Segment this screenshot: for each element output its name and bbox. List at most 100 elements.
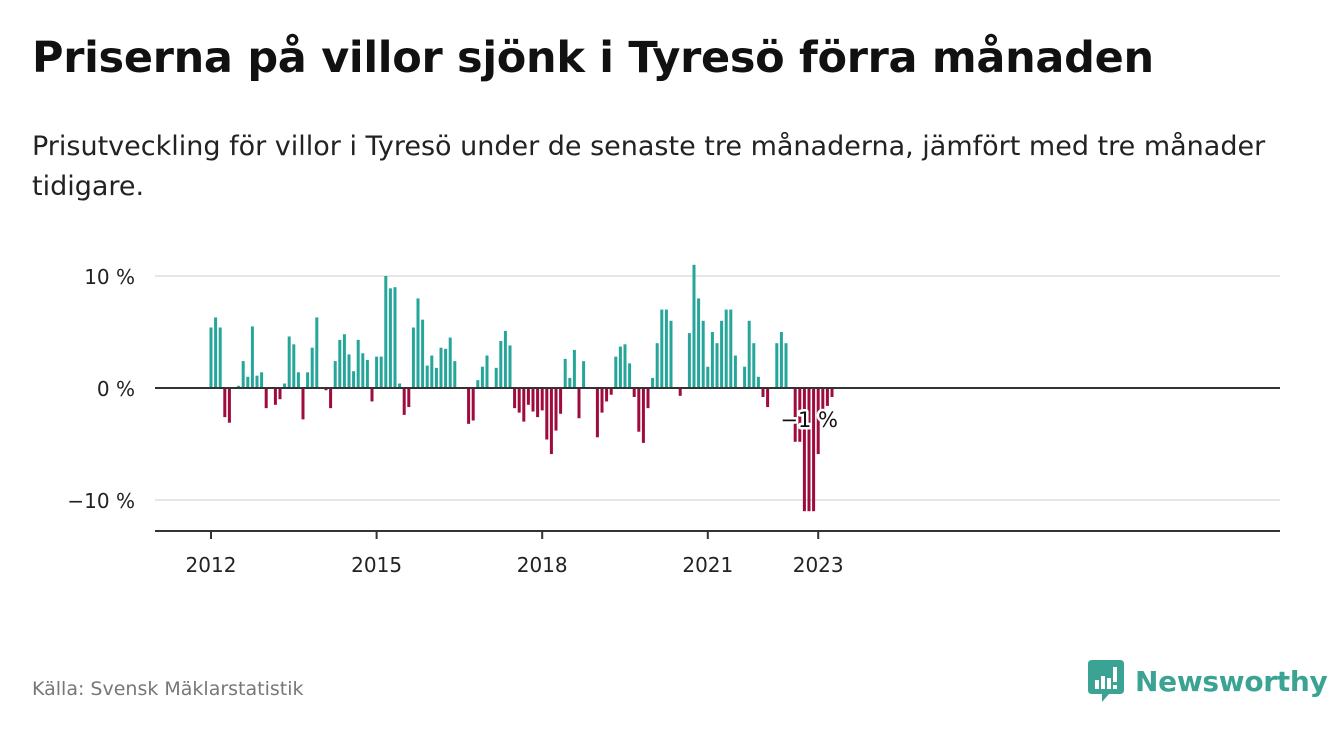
y-tick-label: −10 % bbox=[67, 489, 135, 513]
bar bbox=[531, 388, 535, 412]
bar bbox=[651, 377, 655, 388]
bar bbox=[310, 347, 314, 388]
bar bbox=[306, 372, 310, 388]
bar bbox=[559, 388, 563, 414]
bar bbox=[407, 388, 411, 408]
bar bbox=[324, 388, 328, 391]
bar bbox=[227, 388, 231, 423]
bar bbox=[416, 298, 420, 388]
bar bbox=[655, 343, 659, 388]
bar bbox=[388, 288, 392, 388]
bar bbox=[283, 383, 287, 388]
bar bbox=[775, 343, 779, 388]
bar bbox=[379, 356, 383, 388]
bar bbox=[678, 388, 682, 396]
bar bbox=[641, 388, 645, 443]
bar bbox=[255, 375, 259, 388]
bar bbox=[687, 333, 691, 388]
bar bbox=[536, 388, 540, 418]
bar bbox=[398, 383, 402, 388]
bar bbox=[623, 344, 627, 388]
bar bbox=[807, 388, 811, 512]
bar bbox=[503, 330, 507, 388]
bar bbox=[517, 388, 521, 413]
bar bbox=[706, 366, 710, 388]
bar bbox=[830, 388, 834, 397]
bar bbox=[508, 345, 512, 388]
x-tick-label: 2018 bbox=[517, 553, 568, 577]
bar bbox=[237, 385, 241, 388]
y-tick-label: 10 % bbox=[84, 265, 135, 289]
bar bbox=[448, 337, 452, 388]
bar bbox=[802, 388, 806, 512]
newsworthy-logo-icon bbox=[1088, 660, 1124, 702]
chart-title: Priserna på villor sjönk i Tyresö förra … bbox=[32, 33, 1154, 83]
bar bbox=[692, 264, 696, 388]
x-tick-label: 2023 bbox=[793, 553, 844, 577]
bar bbox=[352, 371, 356, 388]
bar bbox=[669, 320, 673, 388]
bar-chart: 10 %0 %−10 %2012 2015 2018 2021 2023−1 %−1 % bbox=[67, 264, 1280, 577]
bar bbox=[554, 388, 558, 431]
brand-name: Newsworthy bbox=[1135, 664, 1328, 698]
bar bbox=[214, 317, 218, 388]
bar bbox=[250, 326, 254, 388]
bar bbox=[747, 320, 751, 388]
source-note: Källa: Svensk Mäklarstatistik bbox=[32, 678, 304, 700]
bar bbox=[618, 346, 622, 388]
bar bbox=[246, 376, 250, 388]
bar bbox=[476, 380, 480, 388]
bar bbox=[710, 332, 714, 388]
bar bbox=[766, 388, 770, 408]
bar bbox=[434, 367, 438, 388]
bar bbox=[568, 377, 572, 388]
bar bbox=[439, 347, 443, 388]
last-value-label: −1 % bbox=[780, 408, 838, 432]
bar bbox=[494, 367, 498, 388]
bar bbox=[444, 348, 448, 388]
bar bbox=[260, 372, 264, 388]
bar bbox=[375, 356, 379, 388]
bar bbox=[384, 276, 388, 388]
bar bbox=[605, 388, 609, 402]
bar bbox=[720, 320, 724, 388]
last-value-label-halo: −1 % bbox=[780, 408, 838, 432]
bar bbox=[632, 388, 636, 397]
bar bbox=[296, 372, 300, 388]
bar bbox=[821, 388, 825, 411]
bar bbox=[545, 388, 549, 440]
x-tick-label: 2012 bbox=[186, 553, 237, 577]
bar bbox=[784, 343, 788, 388]
bar bbox=[724, 309, 728, 388]
bar bbox=[361, 353, 365, 388]
bar bbox=[471, 388, 475, 421]
bar bbox=[356, 339, 360, 388]
x-tick-label: 2015 bbox=[351, 553, 402, 577]
bar bbox=[342, 334, 346, 388]
bar bbox=[430, 355, 434, 388]
bar bbox=[421, 319, 425, 388]
bar bbox=[697, 298, 701, 388]
bar bbox=[743, 366, 747, 388]
bar bbox=[218, 327, 222, 388]
x-tick-label: 2021 bbox=[682, 553, 733, 577]
y-tick-label: 0 % bbox=[97, 377, 135, 401]
bar bbox=[825, 388, 829, 406]
bar bbox=[287, 336, 291, 388]
bar bbox=[701, 320, 705, 388]
bar bbox=[485, 355, 489, 388]
bar bbox=[499, 340, 503, 388]
bar bbox=[660, 309, 664, 388]
bar bbox=[393, 287, 397, 388]
bar bbox=[526, 388, 530, 405]
bar bbox=[793, 388, 797, 442]
bar bbox=[338, 339, 342, 388]
brand[interactable]: Newsworthy bbox=[1088, 660, 1328, 702]
bar bbox=[264, 388, 268, 409]
bar bbox=[609, 388, 613, 395]
bar bbox=[315, 317, 319, 388]
bar bbox=[402, 388, 406, 415]
bar bbox=[563, 358, 567, 388]
bar bbox=[278, 388, 282, 400]
bar bbox=[812, 388, 816, 512]
